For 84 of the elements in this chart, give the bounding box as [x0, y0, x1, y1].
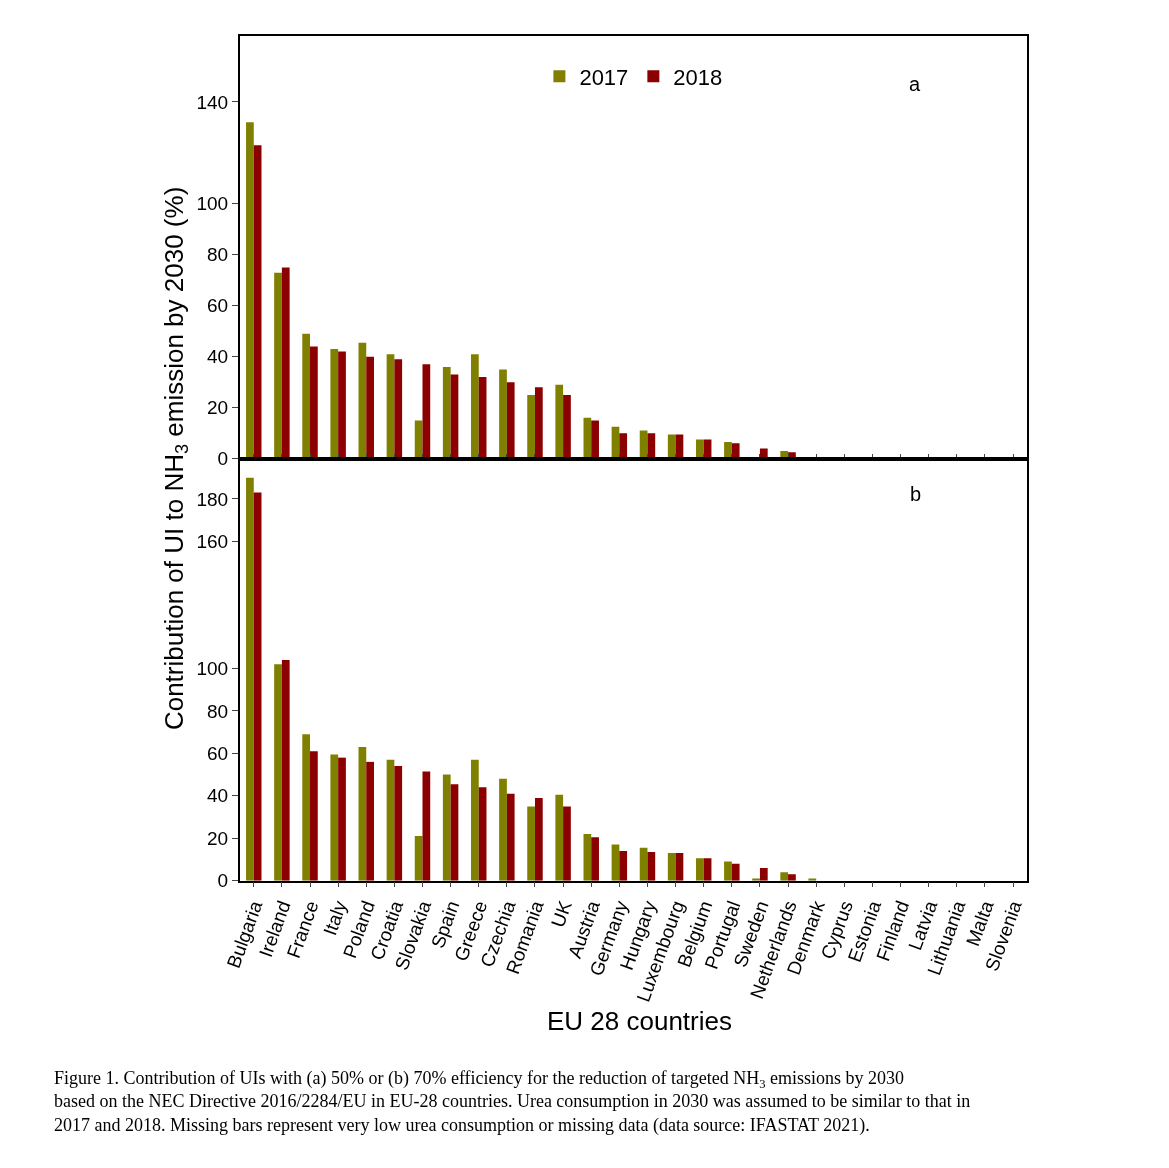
bar: [695, 439, 704, 459]
bar: [591, 420, 599, 459]
bar: [534, 387, 543, 459]
y-tick-label: 20: [207, 397, 229, 419]
bar: [246, 122, 254, 459]
bar: [647, 852, 656, 881]
bar: [506, 382, 515, 459]
bar: [583, 417, 592, 459]
y-tick-label: 80: [207, 700, 229, 722]
bar: [414, 836, 423, 881]
y-tick-label: 0: [217, 448, 229, 470]
bar: [450, 784, 459, 881]
bar: [591, 837, 599, 881]
y-tick-label: 60: [207, 295, 229, 317]
bar: [667, 434, 676, 459]
y-tick-label: 40: [207, 346, 229, 368]
bar: [330, 754, 339, 881]
legend-label: 2017: [579, 64, 629, 90]
bar: [386, 759, 395, 881]
bar: [338, 351, 346, 459]
y-tick-label: 140: [196, 91, 229, 113]
y-tick-label: 60: [207, 743, 229, 765]
bar: [759, 867, 768, 881]
bar: [647, 433, 656, 459]
bar: [422, 364, 431, 459]
bar: [563, 806, 571, 881]
bar: [366, 761, 374, 881]
annotation: b: [910, 483, 922, 505]
bar: [527, 394, 535, 459]
bar: [330, 349, 339, 459]
bar: [422, 771, 431, 881]
bar: [527, 806, 535, 881]
y-tick-label: 160: [196, 530, 229, 552]
y-tick-label: 40: [207, 785, 229, 807]
y-tick-label: 20: [207, 827, 229, 849]
bar: [555, 794, 564, 881]
bar: [358, 747, 367, 881]
annotation: a: [909, 73, 921, 95]
bar: [442, 774, 451, 881]
bar: [724, 442, 732, 459]
bar: [394, 359, 403, 459]
y-tick-label: 100: [196, 193, 229, 215]
bar: [338, 757, 346, 881]
bar: [471, 354, 479, 459]
bar: [563, 394, 571, 459]
bar: [253, 492, 262, 881]
bar: [246, 477, 254, 881]
bar: [780, 872, 789, 881]
bar: [534, 797, 543, 881]
bar: [274, 664, 282, 881]
bar: [274, 272, 282, 459]
x-axis-title: EU 28 countries: [547, 1006, 732, 1036]
bar: [788, 874, 796, 881]
bar: [731, 863, 740, 881]
bar: [695, 858, 704, 881]
bar: [499, 369, 507, 459]
bar: [394, 766, 403, 881]
bar: [667, 853, 676, 881]
bar: [302, 734, 311, 881]
bar: [281, 267, 290, 459]
bar: [583, 833, 592, 881]
y-tick-label: 0: [217, 870, 229, 892]
bar: [555, 384, 564, 459]
caption: Figure 1. Contribution of UIs with (a) 50% or (b) 70% efficiency for the reduction of targeted NH$_{3}$ emissions by 2030 based on the NEC Directive 2016/2284/EU in EU-28 countries. Urea consumption in 2030 was assumed to be similar to that in 2017 and 2018. Missing bars represent very low urea consumption or missing data (data source: IFASTAT 2021).: [54, 1068, 971, 1136]
bar: [506, 793, 515, 881]
bar: [619, 433, 628, 459]
y-tick-label: 100: [196, 658, 229, 680]
bar: [310, 751, 318, 881]
bar: [478, 787, 487, 881]
y-tick-label: 80: [207, 244, 229, 266]
bar: [366, 356, 374, 459]
bar: [471, 759, 479, 881]
bar: [253, 145, 262, 459]
bar: [310, 346, 318, 459]
bar: [442, 366, 451, 459]
bar: [619, 850, 628, 881]
bar: [724, 861, 732, 881]
bar: [731, 443, 740, 459]
y-tick-label: 180: [196, 488, 229, 510]
legend-label: 2018: [673, 64, 723, 90]
bar: [499, 778, 507, 881]
bar: [703, 858, 712, 881]
bar: [302, 333, 311, 459]
bar: [281, 660, 290, 881]
